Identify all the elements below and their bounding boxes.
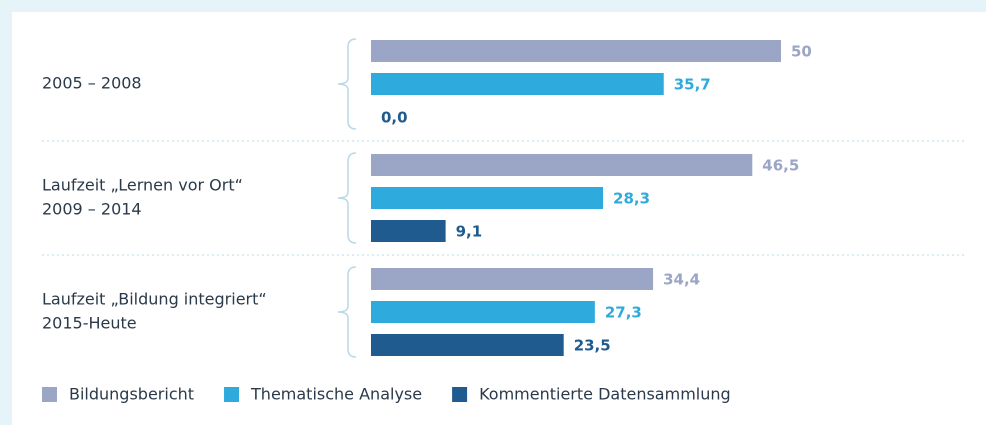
value-label: 35,7 <box>674 76 711 94</box>
legend-label: Bildungsbericht <box>69 385 194 404</box>
legend-swatch <box>42 387 57 402</box>
bar <box>371 187 604 209</box>
bar <box>371 220 446 242</box>
category-label: Laufzeit „Bildung integriert“ <box>42 290 267 309</box>
value-label: 46,5 <box>762 157 799 175</box>
value-label: 27,3 <box>605 304 642 322</box>
legend-label: Thematische Analyse <box>250 385 422 404</box>
bar <box>371 40 781 62</box>
category-label: 2009 – 2014 <box>42 200 142 219</box>
category-label: 2015-Heute <box>42 314 137 333</box>
category-label: Laufzeit „Lernen vor Ort“ <box>42 176 243 195</box>
legend-swatch <box>224 387 240 402</box>
value-label: 28,3 <box>613 190 650 208</box>
value-label: 50 <box>791 43 812 61</box>
value-label: 9,1 <box>456 223 483 241</box>
bracket <box>337 38 357 130</box>
bar <box>371 301 595 323</box>
value-label: 23,5 <box>574 337 611 355</box>
value-label: 0,0 <box>381 109 408 127</box>
category-label: 2005 – 2008 <box>42 74 142 93</box>
bracket <box>337 266 357 358</box>
value-label: 34,4 <box>663 271 700 289</box>
legend-label: Kommentierte Datensammlung <box>479 385 731 404</box>
legend-swatch <box>452 387 468 402</box>
bar <box>371 73 664 95</box>
bracket <box>337 152 357 244</box>
bar <box>371 268 654 290</box>
bar <box>371 334 564 356</box>
bar <box>371 154 753 176</box>
